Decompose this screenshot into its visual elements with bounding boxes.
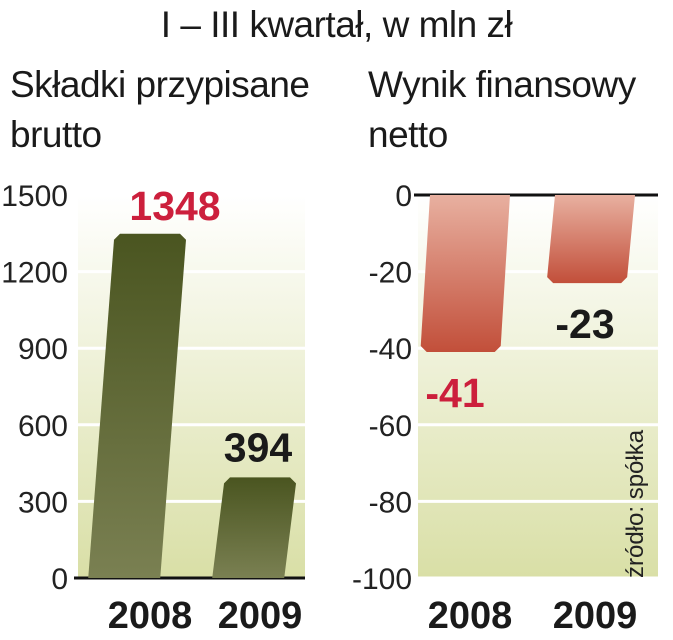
- right-panel-title-line2: netto: [368, 114, 448, 155]
- left-bar-2009: [212, 477, 296, 578]
- right-y-tick-label: 0: [395, 180, 412, 213]
- right-y-tick-label: -80: [369, 486, 412, 519]
- right-data-label-2008: -41: [425, 370, 484, 416]
- left-x-category-2009: 2009: [218, 595, 303, 637]
- source-note: źródło: spółka: [622, 429, 649, 578]
- left-y-tick-label: 0: [51, 563, 68, 596]
- right-y-tick-label: -100: [352, 563, 412, 596]
- right-y-tick-label: -40: [369, 333, 412, 366]
- left-data-label-2008: 1348: [129, 183, 220, 229]
- right-x-category-2008: 2008: [428, 595, 513, 637]
- left-panel-title-line1: Składki przypisane: [10, 64, 310, 105]
- left-bar-2008: [88, 233, 186, 578]
- chart-title: I – III kwartał, w mln zł: [160, 4, 513, 45]
- right-panel-title: Wynik finansowy netto: [368, 60, 636, 160]
- right-y-tick-label: -60: [369, 410, 412, 443]
- right-bar-2008: [420, 195, 510, 353]
- right-data-label-2009: -23: [555, 301, 614, 347]
- right-panel-title-line1: Wynik finansowy: [368, 64, 636, 105]
- left-y-tick-label: 600: [18, 410, 68, 443]
- left-x-category-2008: 2008: [108, 595, 193, 637]
- left-panel-title-line2: brutto: [10, 114, 102, 155]
- left-data-label-2009: 394: [224, 424, 293, 470]
- right-bar-2009: [547, 195, 635, 284]
- left-y-tick-label: 1500: [1, 180, 68, 213]
- left-y-tick-label: 1200: [1, 257, 68, 290]
- left-y-tick-label: 300: [18, 486, 68, 519]
- right-x-category-2009: 2009: [553, 595, 638, 637]
- right-y-tick-label: -20: [369, 257, 412, 290]
- left-panel-title: Składki przypisane brutto: [10, 60, 310, 160]
- left-y-tick-label: 900: [18, 333, 68, 366]
